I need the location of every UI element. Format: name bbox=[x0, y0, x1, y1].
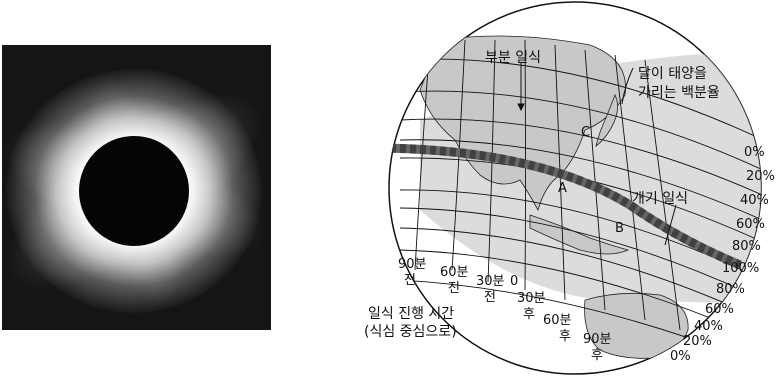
coverage-label-line2: 가리는 백분율 bbox=[638, 85, 720, 101]
time-label: 0 bbox=[510, 274, 518, 289]
percent-label: 80% bbox=[732, 239, 761, 254]
coverage-label-line1: 달이 태양을 bbox=[638, 66, 707, 82]
time-label: 후 bbox=[591, 348, 603, 363]
percent-label: 20% bbox=[746, 169, 775, 184]
time-label: 90분 bbox=[398, 257, 427, 272]
time-label: 전 bbox=[404, 273, 416, 288]
annular-eclipse-label: 개기 일식 bbox=[632, 191, 688, 207]
percent-label: 40% bbox=[694, 319, 723, 334]
percent-label: 80% bbox=[716, 282, 745, 297]
indonesia-landmass bbox=[529, 214, 630, 255]
time-labels: 90분 전 60분 전 30분 전 0 30분 후 60분 후 90분 후 bbox=[398, 257, 612, 363]
percentage-labels: 0% 20% 40% 60% 80% 100% 80% 60% 40% 20% … bbox=[670, 145, 775, 364]
time-label: 60분 bbox=[440, 265, 469, 280]
point-c-label: C bbox=[581, 125, 590, 140]
time-label: 90분 bbox=[583, 332, 612, 347]
percent-label: 0% bbox=[744, 145, 765, 160]
time-label: 후 bbox=[523, 307, 535, 322]
percent-label: 60% bbox=[736, 217, 765, 232]
percent-label: 60% bbox=[705, 302, 734, 317]
percent-label: 0% bbox=[670, 349, 691, 364]
time-title-line2: (식심 중심으로) bbox=[364, 324, 457, 340]
percent-label: 100% bbox=[722, 261, 759, 276]
time-label: 30분 bbox=[517, 291, 546, 306]
percent-label: 20% bbox=[683, 334, 712, 349]
time-title-line1: 일식 진행 시간 bbox=[368, 306, 454, 322]
time-label: 전 bbox=[448, 281, 460, 296]
time-label: 30분 bbox=[476, 274, 505, 289]
point-b-label: B bbox=[615, 221, 624, 236]
moon-disk bbox=[79, 136, 189, 246]
percent-label: 40% bbox=[740, 193, 769, 208]
time-label: 후 bbox=[559, 329, 571, 344]
eclipse-path-map: 부분 일식 달이 태양을 가리는 백분율 개기 일식 A B C 90분 전 6… bbox=[364, 1, 775, 375]
point-a-label: A bbox=[558, 181, 567, 196]
partial-eclipse-label: 부분 일식 bbox=[485, 50, 541, 66]
time-label: 전 bbox=[484, 290, 496, 305]
solar-eclipse-photo bbox=[2, 45, 271, 330]
time-label: 60분 bbox=[543, 313, 572, 328]
asia-landmass bbox=[419, 35, 626, 212]
